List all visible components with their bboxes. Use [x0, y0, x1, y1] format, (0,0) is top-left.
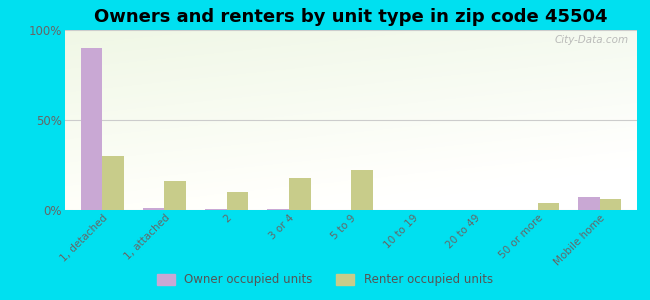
Bar	[578, 197, 600, 210]
Text: City-Data.com: City-Data.com	[554, 35, 629, 45]
Bar	[164, 181, 187, 210]
Bar	[600, 199, 621, 210]
Bar	[227, 192, 248, 210]
Bar	[81, 48, 102, 210]
Title: Owners and renters by unit type in zip code 45504: Owners and renters by unit type in zip c…	[94, 8, 608, 26]
Bar	[289, 178, 311, 210]
Bar	[143, 208, 164, 210]
Bar	[102, 156, 124, 210]
Bar	[538, 203, 559, 210]
Legend: Owner occupied units, Renter occupied units: Owner occupied units, Renter occupied un…	[153, 269, 497, 291]
Bar	[205, 209, 227, 210]
Bar	[351, 170, 372, 210]
Bar	[267, 209, 289, 210]
